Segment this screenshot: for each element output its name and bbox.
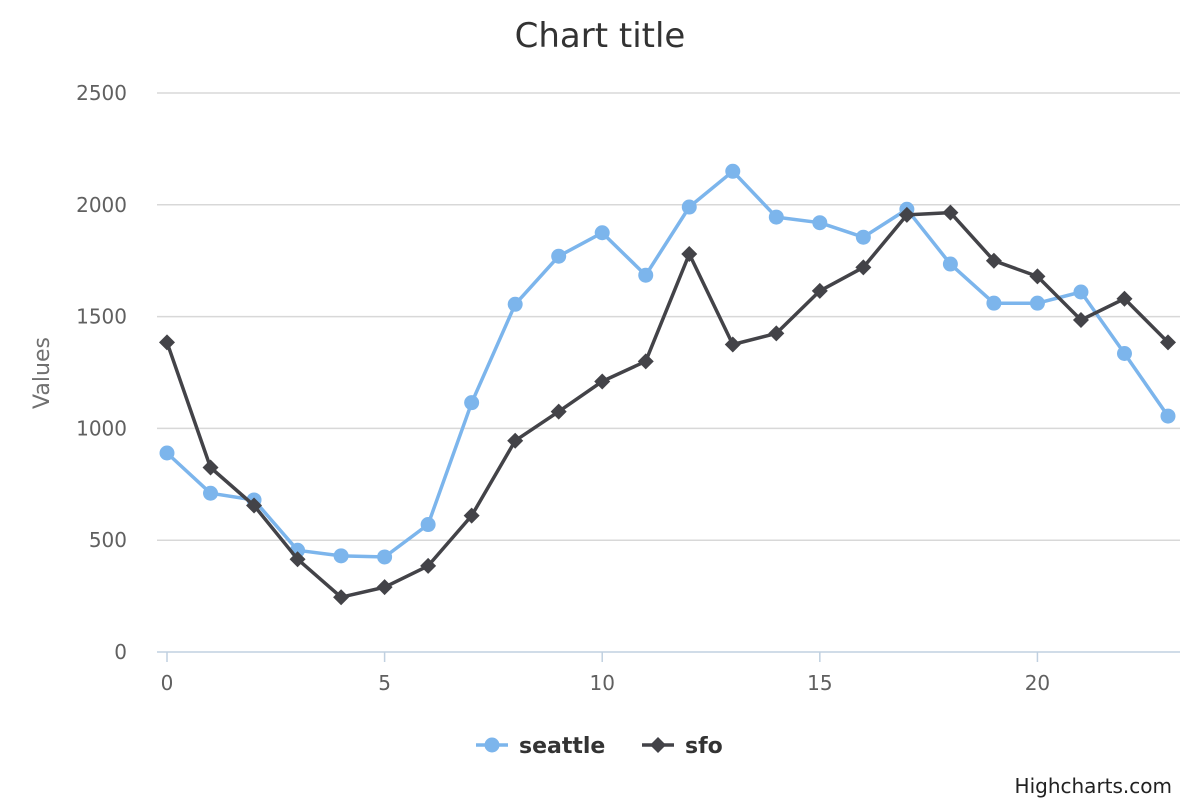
gridlines: 0 500 1000 1500 2000 2500 (76, 81, 1180, 664)
data-point-seattle[interactable] (551, 248, 567, 264)
data-point-seattle[interactable] (768, 209, 784, 225)
data-point-seattle[interactable] (333, 548, 349, 564)
x-tick-label: 20 (1025, 671, 1050, 695)
data-point-sfo[interactable] (1072, 311, 1089, 328)
data-point-sfo[interactable] (1116, 290, 1133, 307)
data-point-seattle[interactable] (855, 229, 871, 245)
axes: 0 5 10 15 20 (157, 651, 1180, 695)
data-point-sfo[interactable] (246, 497, 263, 514)
y-tick-label: 1000 (76, 416, 127, 440)
y-tick-label: 500 (89, 528, 127, 552)
data-point-seattle[interactable] (594, 225, 610, 241)
y-tick-label: 0 (114, 640, 127, 664)
legend-marker[interactable] (484, 737, 500, 753)
data-point-sfo[interactable] (376, 579, 393, 596)
data-point-seattle[interactable] (638, 267, 654, 283)
data-point-seattle[interactable] (159, 445, 175, 461)
legend-label: seattle (519, 734, 605, 759)
data-point-seattle[interactable] (812, 215, 828, 231)
x-tick-label: 10 (589, 671, 614, 695)
data-point-sfo[interactable] (811, 282, 828, 299)
data-point-sfo[interactable] (942, 204, 959, 221)
data-point-seattle[interactable] (681, 199, 697, 215)
x-tick-label: 0 (161, 671, 174, 695)
legend[interactable]: seattle sfo (476, 734, 723, 759)
y-tick-label: 1500 (76, 305, 127, 329)
data-point-sfo[interactable] (681, 245, 698, 262)
data-point-sfo[interactable] (289, 551, 306, 568)
data-point-seattle[interactable] (420, 517, 436, 533)
data-point-sfo[interactable] (550, 403, 567, 420)
data-point-sfo[interactable] (768, 325, 785, 342)
data-point-sfo[interactable] (594, 373, 611, 390)
data-point-seattle[interactable] (203, 485, 219, 501)
chart-title: Chart title (515, 16, 686, 56)
data-point-seattle[interactable] (377, 549, 393, 565)
series-line-seattle (165, 169, 1170, 559)
y-tick-label: 2500 (76, 81, 127, 105)
y-tick-label: 2000 (76, 193, 127, 217)
legend-label: sfo (685, 734, 723, 759)
data-point-sfo[interactable] (898, 206, 915, 223)
data-point-sfo[interactable] (507, 432, 524, 449)
data-point-sfo[interactable] (159, 334, 175, 351)
data-point-sfo[interactable] (637, 353, 654, 370)
data-point-seattle[interactable] (1029, 295, 1045, 311)
data-point-sfo[interactable] (333, 589, 350, 606)
data-point-seattle[interactable] (942, 256, 958, 272)
series-layer (159, 163, 1176, 606)
x-tick-label: 15 (807, 671, 832, 695)
series-seattle (159, 163, 1176, 565)
data-point-sfo[interactable] (724, 336, 741, 353)
data-point-seattle[interactable] (1160, 408, 1176, 424)
data-point-sfo[interactable] (202, 459, 219, 476)
data-point-sfo[interactable] (1160, 334, 1176, 351)
data-point-seattle[interactable] (986, 295, 1002, 311)
x-tick-label: 5 (378, 671, 391, 695)
legend-item-sfo[interactable]: sfo (642, 734, 723, 759)
data-point-sfo[interactable] (420, 557, 437, 574)
data-point-sfo[interactable] (855, 259, 872, 276)
series-sfo (159, 204, 1176, 606)
data-point-seattle[interactable] (1073, 284, 1089, 300)
series-line-sfo (165, 210, 1170, 599)
data-point-seattle[interactable] (507, 296, 523, 312)
data-point-sfo[interactable] (985, 252, 1002, 269)
legend-marker[interactable] (650, 737, 666, 753)
data-point-sfo[interactable] (463, 507, 480, 524)
data-point-seattle[interactable] (725, 163, 741, 179)
credits-link[interactable]: Highcharts.com (1015, 774, 1172, 798)
y-axis-title: Values (30, 337, 55, 409)
data-point-seattle[interactable] (464, 395, 480, 411)
data-point-seattle[interactable] (1116, 345, 1132, 361)
legend-item-seattle[interactable]: seattle (476, 734, 605, 759)
data-point-sfo[interactable] (1029, 268, 1046, 285)
